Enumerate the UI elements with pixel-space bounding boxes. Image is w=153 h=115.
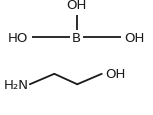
Text: OH: OH xyxy=(124,32,145,44)
Text: H₂N: H₂N xyxy=(4,79,29,92)
Text: B: B xyxy=(72,32,81,44)
Text: OH: OH xyxy=(105,68,126,81)
Text: OH: OH xyxy=(66,0,87,12)
Text: HO: HO xyxy=(7,32,28,44)
